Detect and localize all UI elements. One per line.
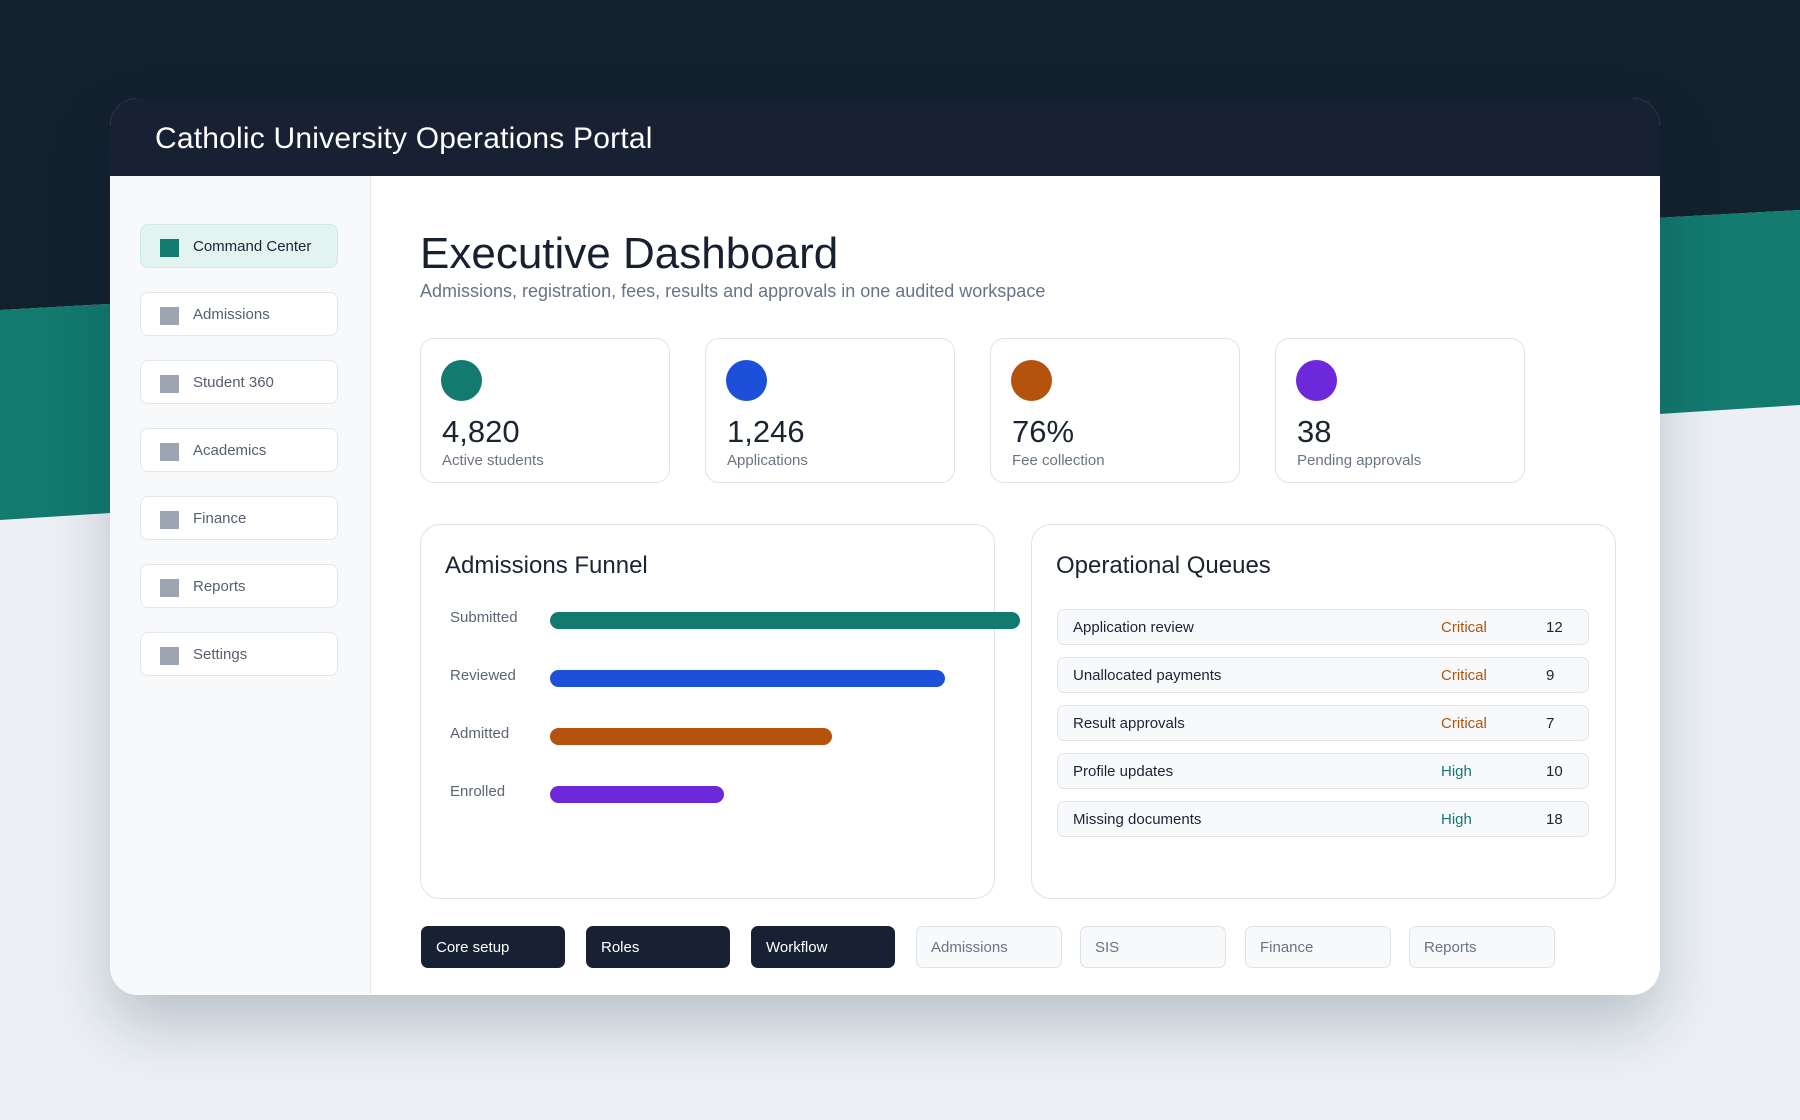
queue-name: Result approvals	[1073, 715, 1185, 732]
square-icon	[160, 239, 179, 257]
sidebar-item-label: Student 360	[193, 374, 274, 391]
module-label: SIS	[1095, 939, 1120, 956]
module-label: Finance	[1260, 939, 1314, 956]
sidebar-item-student-360[interactable]: Student 360	[140, 360, 338, 404]
sidebar-item-command-center[interactable]: Command Center	[140, 224, 338, 268]
queue-row-result-approvals[interactable]: Result approvals Critical 7	[1057, 705, 1589, 741]
module-finance-button[interactable]: Finance	[1245, 926, 1391, 968]
sidebar-item-label: Finance	[193, 510, 247, 527]
main-content: Executive Dashboard Admissions, registra…	[370, 176, 1660, 995]
module-label: Core setup	[436, 939, 510, 956]
kpi-card-active-students: 4,820 Active students	[420, 338, 670, 483]
funnel-stage-label: Submitted	[450, 609, 518, 626]
kpi-dot-icon	[1296, 360, 1337, 401]
square-icon	[160, 579, 179, 597]
kpi-label: Applications	[727, 452, 808, 469]
module-label: Roles	[601, 939, 640, 956]
module-label: Reports	[1424, 939, 1477, 956]
queue-count: 7	[1546, 715, 1555, 732]
square-icon	[160, 647, 179, 665]
page-title: Executive Dashboard	[420, 229, 839, 278]
kpi-value: 1,246	[727, 414, 805, 449]
app-title: Catholic University Operations Portal	[155, 122, 653, 155]
kpi-dot-icon	[1011, 360, 1052, 401]
kpi-value: 38	[1297, 414, 1332, 449]
sidebar-item-label: Academics	[193, 442, 267, 459]
sidebar: Command Center Admissions Student 360 Ac…	[110, 176, 371, 995]
queue-name: Unallocated payments	[1073, 667, 1222, 684]
page-subtitle: Admissions, registration, fees, results …	[420, 281, 1046, 301]
sidebar-item-academics[interactable]: Academics	[140, 428, 338, 472]
queue-name: Profile updates	[1073, 763, 1174, 780]
square-icon	[160, 511, 179, 529]
queue-row-application-review[interactable]: Application review Critical 12	[1057, 609, 1589, 645]
queue-count: 12	[1546, 619, 1563, 636]
module-reports-button[interactable]: Reports	[1409, 926, 1555, 968]
sidebar-item-reports[interactable]: Reports	[140, 564, 338, 608]
kpi-value: 4,820	[442, 414, 520, 449]
funnel-stage-label: Enrolled	[450, 783, 506, 800]
title-bar: Catholic University Operations Portal	[110, 98, 1660, 176]
priority-badge: Critical	[1441, 667, 1487, 684]
priority-badge: High	[1441, 811, 1472, 828]
funnel-title: Admissions Funnel	[445, 552, 648, 579]
module-admissions-button[interactable]: Admissions	[916, 926, 1062, 968]
kpi-dot-icon	[441, 360, 482, 401]
queue-count: 18	[1546, 811, 1563, 828]
queue-count: 10	[1546, 763, 1563, 780]
funnel-bar-admitted	[550, 728, 832, 745]
queue-row-profile-updates[interactable]: Profile updates High 10	[1057, 753, 1589, 789]
funnel-bar-enrolled	[550, 786, 724, 803]
module-core-setup-button[interactable]: Core setup	[421, 926, 565, 968]
funnel-stage-label: Reviewed	[450, 667, 516, 684]
square-icon	[160, 307, 179, 325]
priority-badge: Critical	[1441, 619, 1487, 636]
funnel-bar-submitted	[550, 612, 1020, 629]
admissions-funnel-card: Admissions Funnel	[420, 524, 995, 899]
queue-row-missing-documents[interactable]: Missing documents High 18	[1057, 801, 1589, 837]
app-window: Catholic University Operations Portal Co…	[110, 98, 1660, 995]
sidebar-item-finance[interactable]: Finance	[140, 496, 338, 540]
queues-title: Operational Queues	[1056, 552, 1271, 579]
queue-name: Application review	[1073, 619, 1194, 636]
funnel-bar-reviewed	[550, 670, 945, 687]
kpi-dot-icon	[726, 360, 767, 401]
module-roles-button[interactable]: Roles	[586, 926, 730, 968]
queue-name: Missing documents	[1073, 811, 1202, 828]
funnel-stage-label: Admitted	[450, 725, 510, 742]
module-workflow-button[interactable]: Workflow	[751, 926, 895, 968]
module-label: Admissions	[931, 939, 1008, 956]
kpi-card-pending-approvals: 38 Pending approvals	[1275, 338, 1525, 483]
sidebar-item-label: Admissions	[193, 306, 270, 323]
module-sis-button[interactable]: SIS	[1080, 926, 1226, 968]
kpi-card-applications: 1,246 Applications	[705, 338, 955, 483]
kpi-label: Active students	[442, 452, 544, 469]
square-icon	[160, 375, 179, 393]
module-label: Workflow	[766, 939, 828, 956]
queue-row-unallocated-payments[interactable]: Unallocated payments Critical 9	[1057, 657, 1589, 693]
kpi-label: Fee collection	[1012, 452, 1105, 469]
sidebar-item-settings[interactable]: Settings	[140, 632, 338, 676]
square-icon	[160, 443, 179, 461]
priority-badge: Critical	[1441, 715, 1487, 732]
kpi-label: Pending approvals	[1297, 452, 1422, 469]
kpi-value: 76%	[1012, 414, 1075, 449]
queue-count: 9	[1546, 667, 1555, 684]
operational-queues-card: Operational Queues Application review Cr…	[1031, 524, 1616, 899]
sidebar-item-label: Reports	[193, 578, 246, 595]
priority-badge: High	[1441, 763, 1472, 780]
sidebar-item-admissions[interactable]: Admissions	[140, 292, 338, 336]
kpi-card-fee-collection: 76% Fee collection	[990, 338, 1240, 483]
sidebar-item-label: Command Center	[193, 238, 312, 255]
sidebar-item-label: Settings	[193, 646, 248, 663]
